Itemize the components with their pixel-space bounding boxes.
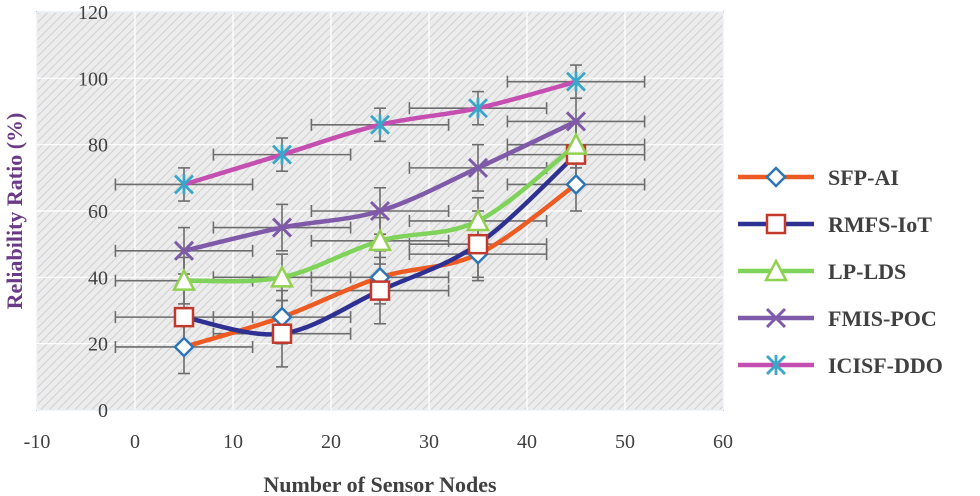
x-tick-label: 40 <box>517 431 537 453</box>
legend-item: FMIS-POC <box>738 306 937 331</box>
x-axis-title: Number of Sensor Nodes <box>263 472 497 496</box>
legend-marker <box>763 258 789 282</box>
x-tick-label: 30 <box>419 431 439 453</box>
y-tick-label: 40 <box>88 267 108 289</box>
gridlines <box>36 11 724 411</box>
data-point-lp-lds <box>367 228 393 252</box>
legend-item: LP-LDS <box>738 258 906 284</box>
data-point-rmfs-iot <box>467 233 489 255</box>
data-point-icisf-ddo <box>468 98 488 119</box>
data-point-fmis-poc <box>369 200 391 222</box>
y-tick-label: 0 <box>98 400 108 422</box>
legend-marker <box>765 307 787 329</box>
x-tick-label: 50 <box>615 431 635 453</box>
x-tick-label: 0 <box>130 431 140 453</box>
y-tick-label: 60 <box>88 201 108 223</box>
x-tick-label: 60 <box>713 431 733 453</box>
legend-item: RMFS-IoT <box>738 212 932 237</box>
data-point-fmis-poc <box>271 217 293 238</box>
data-point-fmis-poc <box>173 240 195 261</box>
x-tick-label: 10 <box>223 431 243 453</box>
data-point-sfp-ai <box>565 173 587 196</box>
legend-label: SFP-AI <box>828 165 899 190</box>
data-point-fmis-poc <box>565 111 587 132</box>
legend-label: FMIS-POC <box>828 306 937 331</box>
legend-item: ICISF-DDO <box>738 353 943 378</box>
data-point-sfp-ai <box>173 336 195 358</box>
data-point-icisf-ddo <box>174 174 194 195</box>
legend: SFP-AI RMFS-IoT LP-LDS FMIS-POC ICISF-DDO <box>738 165 943 378</box>
tick-labels: -10 0 10 20 30 40 50 60 0 20 40 60 80 100 120 <box>24 2 733 453</box>
legend-item: SFP-AI <box>738 165 899 190</box>
legend-marker <box>765 166 787 188</box>
y-tick-label: 100 <box>78 68 108 90</box>
data-point-rmfs-iot <box>369 280 391 301</box>
data-point-icisf-ddo <box>370 114 390 135</box>
data-point-lp-lds <box>563 131 589 155</box>
data-point-lp-lds <box>171 267 197 291</box>
data-point-rmfs-iot <box>271 323 293 344</box>
data-point-rmfs-iot <box>173 306 195 328</box>
data-point-lp-lds <box>269 264 295 288</box>
legend-label: LP-LDS <box>828 259 906 284</box>
y-axis-title: Reliability Ratio (%) <box>2 113 27 310</box>
data-point-icisf-ddo <box>272 144 292 165</box>
series-markers <box>171 71 589 358</box>
data-point-fmis-poc <box>467 157 489 178</box>
data-point-lp-lds <box>465 208 491 232</box>
legend-marker <box>765 213 787 235</box>
y-tick-label: 20 <box>88 334 108 356</box>
legend-label: RMFS-IoT <box>828 212 932 237</box>
data-point-icisf-ddo <box>566 71 586 92</box>
x-tick-label: -10 <box>24 431 51 453</box>
y-tick-label: 80 <box>88 135 108 157</box>
error-bar <box>114 167 254 202</box>
y-tick-label: 120 <box>78 2 108 24</box>
x-tick-label: 20 <box>321 431 341 453</box>
legend-marker <box>766 355 786 375</box>
legend-label: ICISF-DDO <box>828 353 943 378</box>
